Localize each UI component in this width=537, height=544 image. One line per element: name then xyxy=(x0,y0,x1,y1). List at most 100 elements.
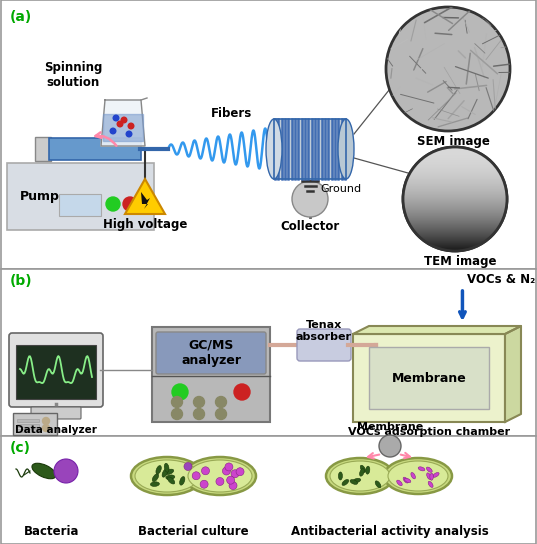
Bar xyxy=(274,119,346,179)
FancyBboxPatch shape xyxy=(16,345,96,399)
Bar xyxy=(412,228,497,229)
Circle shape xyxy=(200,480,208,488)
Bar xyxy=(433,245,477,246)
Bar xyxy=(404,209,506,210)
Bar xyxy=(405,213,505,214)
FancyBboxPatch shape xyxy=(369,347,489,409)
Bar xyxy=(417,234,492,235)
Ellipse shape xyxy=(360,468,364,476)
Bar xyxy=(435,150,475,151)
Bar xyxy=(422,238,488,239)
Circle shape xyxy=(386,7,510,131)
Circle shape xyxy=(54,459,78,483)
Bar xyxy=(445,249,465,250)
Bar xyxy=(404,189,506,190)
FancyBboxPatch shape xyxy=(59,194,101,216)
Circle shape xyxy=(113,115,119,121)
Bar xyxy=(152,327,270,422)
Ellipse shape xyxy=(326,458,394,494)
Circle shape xyxy=(106,197,120,211)
Bar xyxy=(427,154,483,155)
Ellipse shape xyxy=(266,119,282,179)
Bar xyxy=(1,0,536,269)
Bar xyxy=(424,240,485,241)
Bar xyxy=(403,200,507,201)
Bar xyxy=(407,218,503,219)
Text: Fibers: Fibers xyxy=(211,107,252,120)
Ellipse shape xyxy=(338,472,343,480)
Bar xyxy=(416,164,495,165)
FancyBboxPatch shape xyxy=(7,163,154,230)
Bar xyxy=(411,225,499,226)
Ellipse shape xyxy=(403,477,408,483)
Bar xyxy=(426,155,484,156)
Bar xyxy=(408,220,502,221)
FancyBboxPatch shape xyxy=(17,429,39,432)
Text: Membrane: Membrane xyxy=(391,372,466,385)
Bar xyxy=(411,171,499,172)
Ellipse shape xyxy=(184,457,256,495)
Bar xyxy=(416,232,495,233)
Ellipse shape xyxy=(342,479,349,485)
FancyBboxPatch shape xyxy=(49,138,141,160)
Ellipse shape xyxy=(338,119,354,179)
Bar xyxy=(410,224,500,225)
Bar xyxy=(409,173,500,174)
Text: VOCs & N₂: VOCs & N₂ xyxy=(467,273,536,286)
Ellipse shape xyxy=(32,463,56,479)
Ellipse shape xyxy=(388,461,448,491)
Bar xyxy=(413,167,497,168)
Bar xyxy=(417,162,492,163)
Text: VOCs adsorption chamber: VOCs adsorption chamber xyxy=(348,427,510,437)
Circle shape xyxy=(42,417,49,424)
FancyBboxPatch shape xyxy=(13,413,57,435)
FancyBboxPatch shape xyxy=(35,137,51,161)
Ellipse shape xyxy=(404,478,411,483)
Circle shape xyxy=(236,468,244,475)
Ellipse shape xyxy=(433,473,439,477)
Text: GC/MS
analyzer: GC/MS analyzer xyxy=(181,339,241,367)
Polygon shape xyxy=(125,179,165,214)
Bar xyxy=(409,174,501,175)
Text: Data analyzer: Data analyzer xyxy=(15,425,97,435)
Bar xyxy=(403,204,506,205)
Bar xyxy=(412,168,497,169)
Ellipse shape xyxy=(397,480,402,486)
Bar xyxy=(403,197,507,198)
Circle shape xyxy=(216,478,224,485)
Ellipse shape xyxy=(366,466,370,474)
Ellipse shape xyxy=(360,465,366,472)
Ellipse shape xyxy=(168,477,175,484)
Bar xyxy=(405,211,505,212)
Text: Ground: Ground xyxy=(320,184,361,194)
Bar xyxy=(435,246,475,247)
Circle shape xyxy=(379,435,401,457)
Bar xyxy=(414,166,496,167)
Bar xyxy=(403,201,507,202)
Bar xyxy=(404,190,506,191)
Circle shape xyxy=(126,131,132,137)
Bar xyxy=(419,236,490,237)
Bar xyxy=(426,241,484,242)
Ellipse shape xyxy=(428,481,433,487)
Polygon shape xyxy=(101,100,145,146)
Bar xyxy=(441,148,469,149)
Bar xyxy=(406,181,504,182)
Bar xyxy=(417,163,494,164)
Bar xyxy=(403,196,507,197)
Bar xyxy=(406,215,504,216)
Bar xyxy=(404,208,506,209)
Circle shape xyxy=(172,384,188,400)
FancyBboxPatch shape xyxy=(297,329,351,361)
Ellipse shape xyxy=(353,478,361,483)
Circle shape xyxy=(128,123,134,129)
Circle shape xyxy=(234,384,250,400)
Bar xyxy=(429,243,481,244)
Text: Membrane: Membrane xyxy=(357,422,423,432)
Bar xyxy=(353,334,505,422)
Bar xyxy=(410,172,500,173)
Text: Pump: Pump xyxy=(20,190,60,203)
Ellipse shape xyxy=(384,458,452,494)
Circle shape xyxy=(121,117,127,123)
Ellipse shape xyxy=(188,460,252,492)
